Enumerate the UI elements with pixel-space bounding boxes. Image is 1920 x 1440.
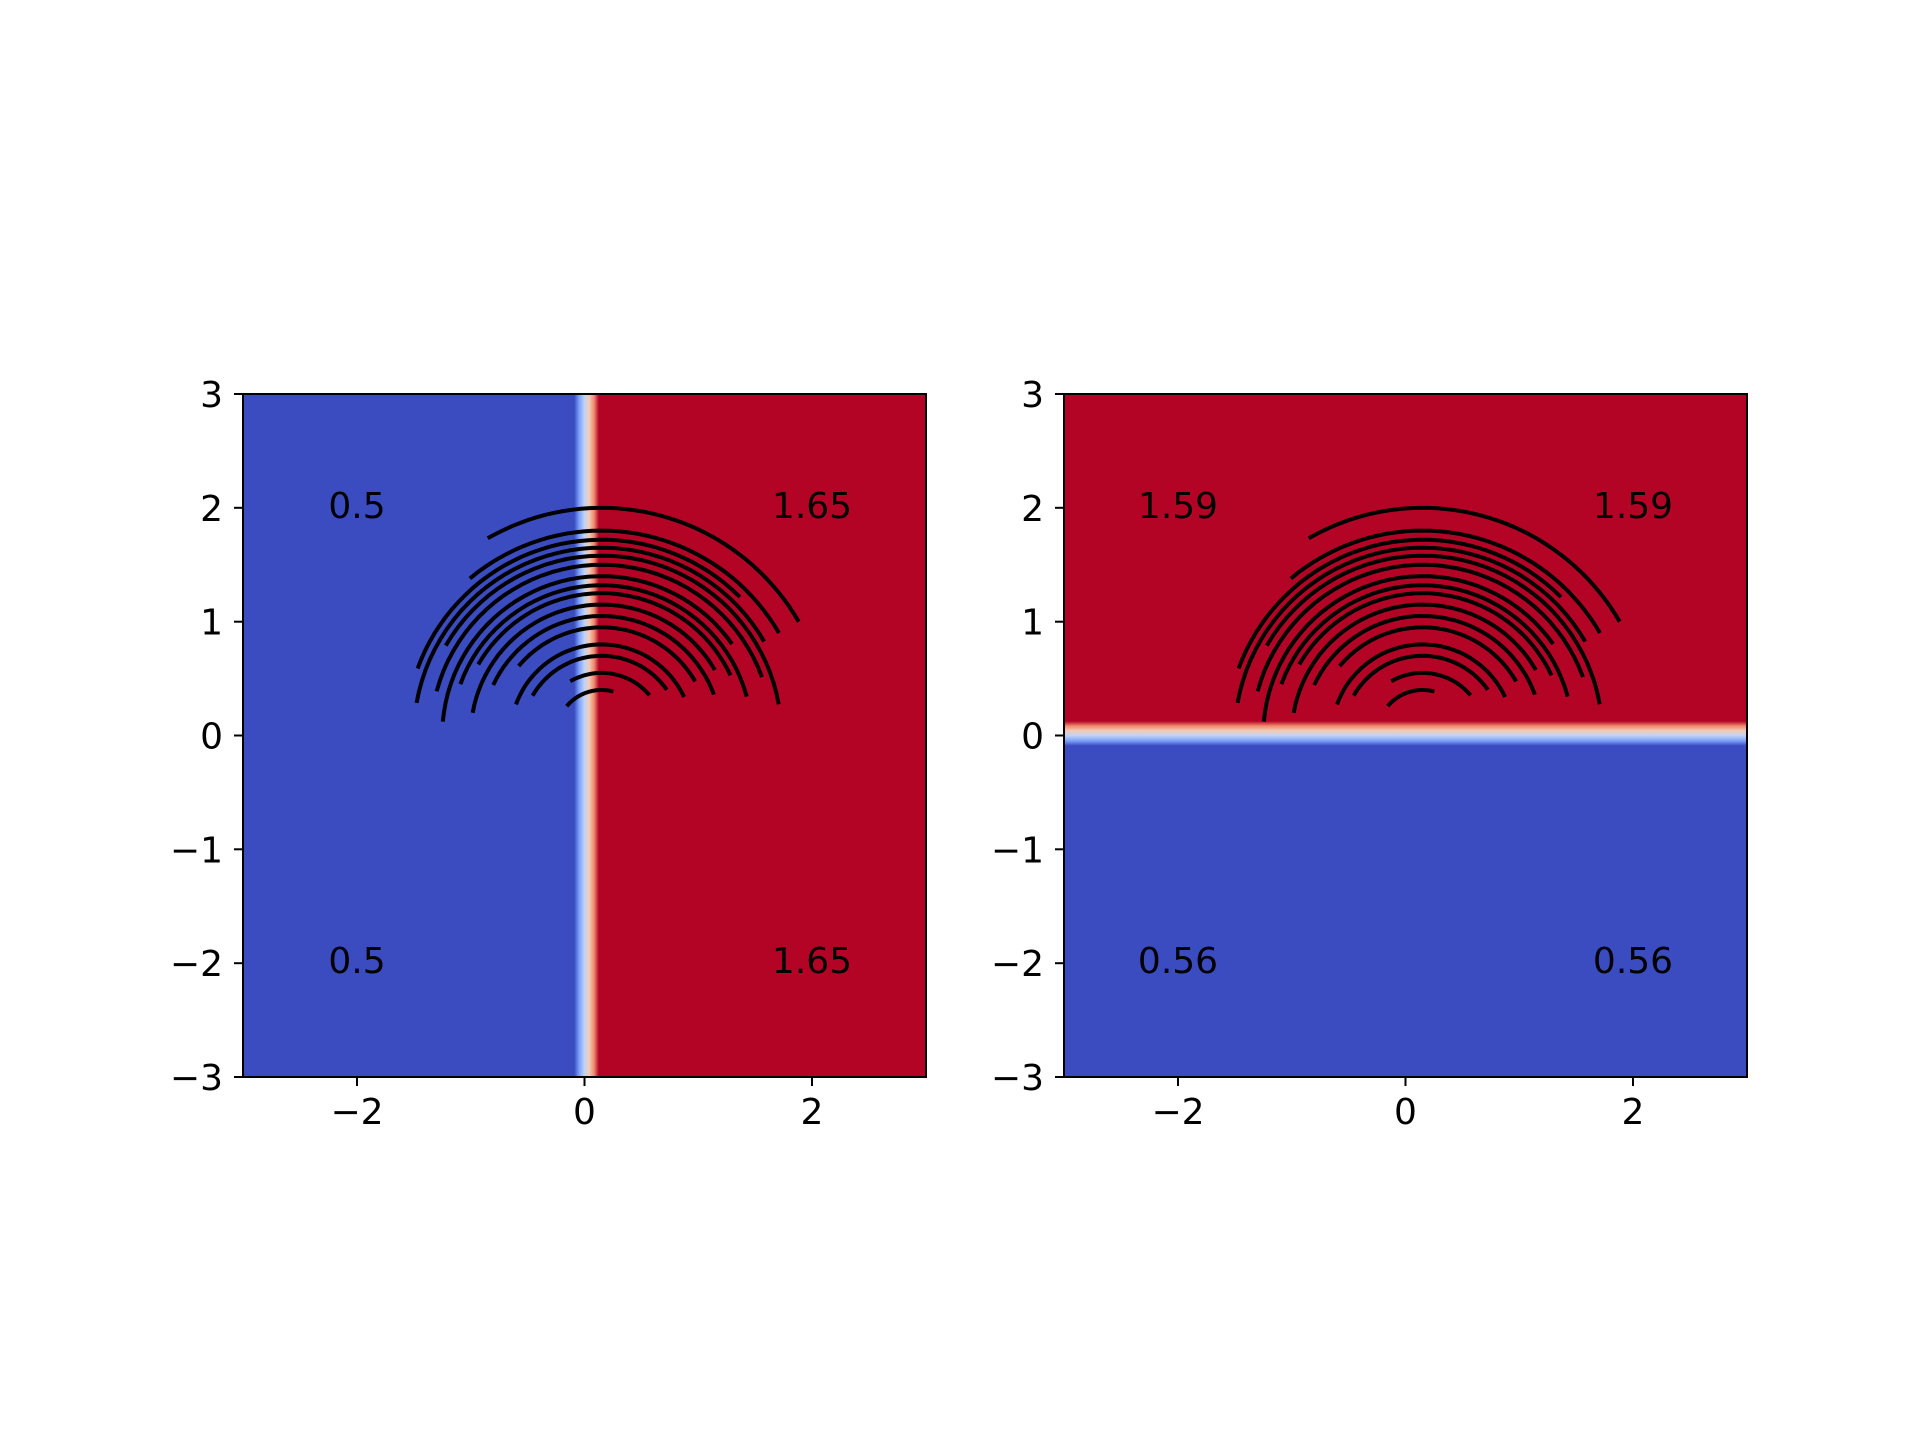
left-arc-group bbox=[414, 505, 801, 722]
left-ytick-label: −3 bbox=[170, 1058, 223, 1099]
contour-arc bbox=[1235, 545, 1587, 704]
left-region-labels: 0.5 1.65 0.5 1.65 bbox=[328, 486, 852, 982]
left-ytick-label: 1 bbox=[200, 603, 223, 644]
contour-arc bbox=[1291, 602, 1538, 714]
contour-arc bbox=[1335, 642, 1507, 706]
contour-arc bbox=[434, 562, 764, 692]
left-y-axis: −3 −2 −1 0 1 2 3 bbox=[170, 375, 243, 1099]
contour-arc bbox=[1351, 653, 1490, 697]
left-xtick-label: −2 bbox=[330, 1092, 383, 1133]
contour-arc bbox=[1386, 688, 1435, 708]
left-x-axis: −2 0 2 bbox=[330, 1077, 823, 1133]
right-label-bottom-right: 0.56 bbox=[1593, 941, 1673, 982]
contour-arc bbox=[476, 591, 733, 677]
right-subplot: 1.59 1.59 0.56 0.56 −2 0 2 −3 −2 −1 0 1 bbox=[991, 375, 1748, 1133]
left-xtick-label: 0 bbox=[573, 1092, 596, 1133]
contour-arc bbox=[1307, 505, 1622, 623]
contour-arc bbox=[414, 545, 766, 704]
left-xtick-label: 2 bbox=[801, 1092, 824, 1133]
right-label-bottom-left: 0.56 bbox=[1138, 941, 1218, 982]
left-ytick-label: −2 bbox=[170, 944, 223, 985]
contour-arc bbox=[468, 528, 781, 635]
right-ytick-label: 2 bbox=[1021, 489, 1044, 530]
left-label-top-right: 1.65 bbox=[772, 486, 852, 527]
right-ytick-label: −1 bbox=[991, 830, 1044, 871]
contour-arc bbox=[565, 688, 614, 708]
left-label-top-left: 0.5 bbox=[328, 486, 385, 527]
contour-arc bbox=[1265, 553, 1602, 705]
contour-arc bbox=[1297, 591, 1554, 677]
right-label-top-left: 1.59 bbox=[1138, 486, 1218, 527]
contour-arc bbox=[569, 670, 652, 697]
contour-arc bbox=[458, 583, 749, 698]
right-label-top-right: 1.59 bbox=[1593, 486, 1673, 527]
contour-arc bbox=[1338, 625, 1518, 683]
right-y-axis: −3 −2 −1 0 1 2 3 bbox=[991, 375, 1064, 1099]
right-ytick-label: 1 bbox=[1021, 603, 1044, 644]
contour-arc bbox=[514, 642, 686, 706]
right-x-axis: −2 0 2 bbox=[1151, 1077, 1644, 1133]
left-label-bottom-left: 0.5 bbox=[328, 941, 385, 982]
contour-arc bbox=[530, 653, 669, 697]
contour-arc bbox=[1289, 528, 1602, 635]
contour-arc bbox=[1261, 574, 1555, 722]
right-ytick-label: 0 bbox=[1021, 717, 1044, 758]
contour-arc bbox=[1390, 670, 1473, 697]
contour-arc bbox=[1236, 537, 1563, 670]
contour-arc bbox=[1255, 562, 1585, 692]
right-xtick-label: 2 bbox=[1622, 1092, 1645, 1133]
contour-arc bbox=[470, 602, 717, 714]
right-ytick-label: −3 bbox=[991, 1058, 1044, 1099]
right-ytick-label: 3 bbox=[1021, 375, 1044, 416]
left-subplot: 0.5 1.65 0.5 1.65 −2 0 2 −3 −2 −1 0 1 bbox=[170, 375, 927, 1133]
left-ytick-label: 3 bbox=[200, 375, 223, 416]
contour-arc bbox=[1279, 583, 1570, 698]
contour-arc bbox=[444, 553, 781, 705]
left-label-bottom-right: 1.65 bbox=[772, 941, 852, 982]
right-xtick-label: −2 bbox=[1151, 1092, 1204, 1133]
contour-arc bbox=[491, 613, 716, 696]
left-ytick-label: 2 bbox=[200, 489, 223, 530]
right-xtick-label: 0 bbox=[1394, 1092, 1417, 1133]
right-region-labels: 1.59 1.59 0.56 0.56 bbox=[1138, 486, 1673, 982]
contour-arc bbox=[517, 625, 697, 683]
contour-arc bbox=[440, 574, 734, 722]
right-arc-group bbox=[1235, 505, 1622, 722]
left-ytick-label: 0 bbox=[200, 717, 223, 758]
contour-arc bbox=[1312, 613, 1537, 696]
contour-arc bbox=[486, 505, 801, 623]
contour-arc bbox=[415, 537, 742, 670]
right-ytick-label: −2 bbox=[991, 944, 1044, 985]
left-ytick-label: −1 bbox=[170, 830, 223, 871]
